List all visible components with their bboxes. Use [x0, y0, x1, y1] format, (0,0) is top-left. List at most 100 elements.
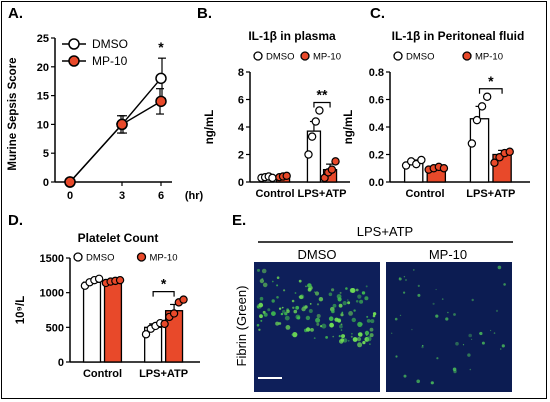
fibrin-speck: [370, 319, 375, 324]
data-point-dmso: [268, 173, 277, 183]
data-point-mp-10: [155, 95, 167, 108]
data-point-mp-10: [179, 295, 188, 304]
data-point-mp-10: [327, 165, 337, 174]
fibrin-speck: [307, 283, 312, 288]
y-tick-label: 6: [238, 95, 244, 107]
fibrin-speck: [345, 287, 348, 290]
panel-letter-e: E.: [232, 212, 246, 229]
fibrin-speck: [366, 336, 372, 342]
series-line-mp-10: [69, 100, 162, 183]
fibrin-speck: [347, 301, 351, 305]
fibrin-speck: [471, 298, 474, 302]
fibrin-speck: [282, 309, 286, 314]
x-tick-label: Control: [83, 368, 122, 380]
data-point-dmso: [477, 102, 487, 111]
fibrin-speck: [411, 328, 413, 331]
fibrin-speck: [267, 308, 271, 312]
data-point-mp-10: [116, 118, 128, 131]
micrograph-col-dmso: DMSO: [298, 247, 337, 262]
x-tick-label: Control: [255, 188, 294, 200]
fibrin-speck: [342, 301, 347, 306]
fibrin-speck: [331, 288, 335, 292]
fibrin-speck: [501, 344, 505, 348]
legend-marker: [68, 38, 80, 50]
fibrin-speck: [294, 292, 297, 294]
fibrin-speck: [493, 332, 496, 334]
fibrin-speck: [314, 291, 320, 296]
fibrin-speck: [285, 325, 291, 330]
legend-label: DMSO: [406, 52, 435, 63]
fibrin-speck: [259, 314, 263, 319]
fibrin-speck: [372, 312, 377, 316]
fibrin-speck: [310, 328, 314, 332]
fibrin-speck: [292, 306, 295, 309]
legend-marker: [462, 51, 472, 61]
chart-c: 0.0 0.2 0.4 0.6 0.8 ng/mL IL-1β in Peritoneal …: [343, 29, 530, 200]
panel-letter-c: C.: [370, 5, 385, 22]
fibrin-speck: [359, 299, 364, 304]
fibrin-speck: [447, 311, 449, 314]
chart-title: IL-1β in Peritoneal fluid: [392, 29, 525, 43]
fibrin-speck: [365, 285, 368, 288]
y-tick-label: 20: [37, 62, 49, 74]
significance-marker: **: [317, 87, 328, 103]
fibrin-speck: [495, 309, 499, 312]
fibrin-speck: [399, 277, 401, 279]
fibrin-speck: [357, 342, 363, 348]
fibrin-speck: [275, 321, 280, 326]
fibrin-speck: [295, 305, 300, 310]
significance-marker: *: [488, 73, 494, 89]
panel-letter-d: D.: [8, 212, 23, 229]
y-tick-label: 0.8: [369, 67, 384, 79]
fibrin-speck: [291, 299, 295, 303]
fibrin-speck: [259, 278, 265, 284]
micrograph-dmso: [254, 262, 380, 392]
fibrin-speck: [369, 333, 374, 338]
x-tick-label: LPS+ATP: [139, 368, 188, 380]
fibrin-speck: [436, 357, 439, 360]
data-point-mp-10: [169, 309, 179, 318]
significance-bracket: [478, 88, 503, 94]
fibrin-speck: [331, 309, 335, 314]
y-tick-label: 25: [37, 33, 49, 45]
fibrin-speck: [435, 288, 437, 291]
y-axis-label: ng/mL: [204, 110, 216, 145]
fibrin-speck: [332, 303, 337, 308]
x-tick-label: LPS+ATP: [297, 188, 346, 200]
fibrin-speck: [435, 314, 439, 318]
fibrin-speck: [325, 336, 328, 339]
x-tick-label: 3: [119, 190, 125, 202]
fibrin-speck: [358, 332, 362, 336]
x-tick-label: 0: [67, 190, 73, 202]
y-axis-label: Murine Sepsis Score: [7, 57, 19, 170]
data-point-dmso: [315, 106, 324, 115]
fibrin-speck: [328, 292, 333, 297]
fibrin-speck: [455, 341, 459, 346]
fibrin-speck: [318, 297, 324, 302]
fibrin-speck: [316, 322, 320, 326]
data-point-mp-10: [490, 158, 499, 167]
fibrin-speck: [366, 315, 369, 318]
fibrin-speck: [271, 311, 276, 316]
data-point-dmso: [94, 274, 104, 283]
fibrin-speck: [315, 317, 321, 323]
fibrin-speck: [432, 302, 435, 305]
legend-label: MP-10: [475, 52, 503, 63]
fibrin-speck: [284, 315, 290, 321]
fibrin-speck: [413, 269, 415, 271]
fibrin-speck: [276, 296, 279, 299]
y-tick-label: 0.2: [369, 150, 384, 162]
fibrin-speck: [271, 280, 274, 283]
y-tick-label: 4: [238, 122, 245, 134]
fibrin-speck: [313, 337, 316, 339]
fibrin-speck: [328, 316, 334, 322]
fibrin-speck: [490, 329, 492, 332]
fibrin-speck: [340, 329, 343, 331]
fibrin-speck: [332, 335, 335, 338]
fibrin-speck: [364, 296, 369, 301]
y-tick-label: 0: [238, 177, 244, 189]
fibrin-speck: [403, 291, 406, 294]
data-point-mp-10: [282, 171, 291, 181]
fibrin-speck: [307, 287, 312, 292]
